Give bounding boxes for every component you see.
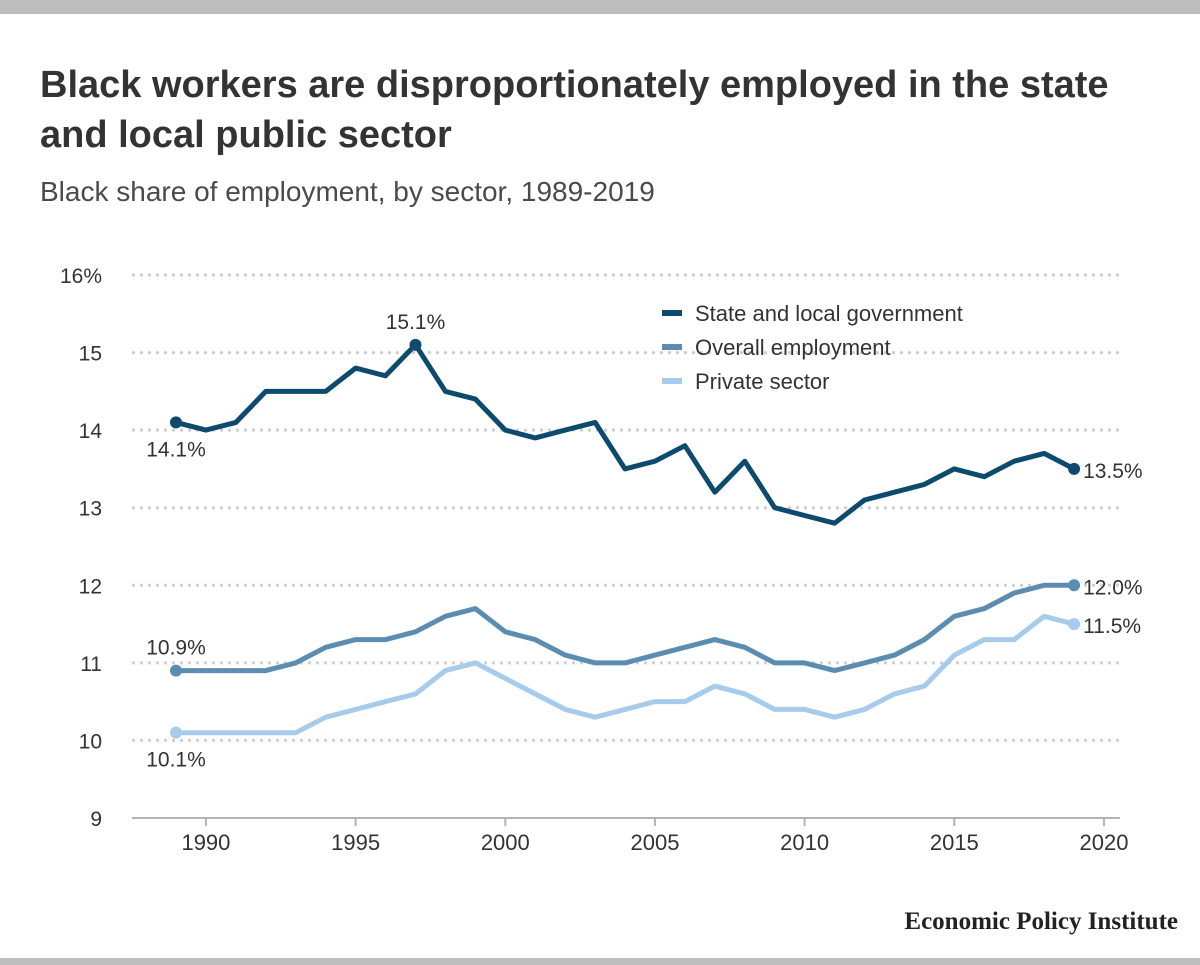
x-tick-label: 1995 xyxy=(331,830,380,855)
series-line-2 xyxy=(173,613,1077,736)
axes: 9 10 11 12 13 14 15 16% 1990 1995 2000 2005 2010 2015… xyxy=(60,265,1129,855)
data-labels: 14.1% 15.1% 13.5% 10.9% 12.0% 10.1% 11.5% xyxy=(146,311,1142,772)
data-label: 10.9% xyxy=(146,637,206,660)
legend-entry: Overall employment xyxy=(695,335,891,360)
data-point xyxy=(409,338,422,351)
chart-title: Black workers are disproportionately emp… xyxy=(40,64,1109,156)
data-point xyxy=(170,726,182,739)
x-tick-label: 2010 xyxy=(780,830,829,855)
data-label: 10.1% xyxy=(146,749,206,772)
y-tick-label: 9 xyxy=(90,808,102,831)
data-point xyxy=(170,416,182,429)
series-line-1 xyxy=(173,582,1077,674)
legend-entry: Private sector xyxy=(695,369,830,394)
x-tick-label: 2005 xyxy=(630,830,679,855)
data-point xyxy=(1068,579,1081,592)
data-label: 14.1% xyxy=(146,438,206,461)
chart-subtitle: Black share of employment, by sector, 19… xyxy=(40,176,655,207)
x-tick-label: 2015 xyxy=(930,830,979,855)
data-label: 12.0% xyxy=(1083,576,1143,599)
series-lines xyxy=(173,342,1077,736)
x-tick-label: 2000 xyxy=(481,830,530,855)
legend: State and local government Overall employ… xyxy=(662,301,963,394)
y-tick-label: 13 xyxy=(79,498,102,521)
legend-entry: State and local government xyxy=(695,301,963,326)
data-point xyxy=(170,664,182,677)
y-tick-label: 11 xyxy=(80,653,102,676)
x-tick-label: 1990 xyxy=(181,830,230,855)
data-point xyxy=(1068,462,1081,475)
x-tick-label: 2020 xyxy=(1080,830,1129,855)
grid-lines xyxy=(132,273,1120,742)
y-tick-label: 15 xyxy=(79,343,102,366)
top-border xyxy=(0,0,1200,14)
data-label: 11.5% xyxy=(1083,615,1141,638)
y-tick-label: 16% xyxy=(60,265,102,288)
y-tick-label: 14 xyxy=(79,420,103,443)
bottom-border xyxy=(0,958,1200,965)
source-credit: Economic Policy Institute xyxy=(904,908,1178,935)
data-point xyxy=(1068,618,1081,631)
y-tick-label: 12 xyxy=(79,575,102,598)
y-tick-label: 10 xyxy=(79,730,102,753)
data-label: 15.1% xyxy=(386,311,446,334)
data-label: 13.5% xyxy=(1083,460,1143,483)
series-line-0 xyxy=(173,342,1077,526)
